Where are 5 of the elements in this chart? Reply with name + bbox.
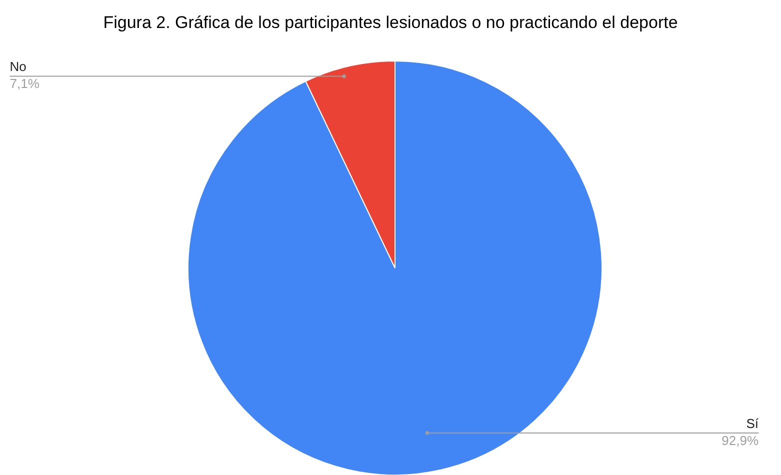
data-label: 92,9% bbox=[722, 432, 759, 448]
slice-label: Sí bbox=[746, 416, 759, 431]
slice-label: No bbox=[10, 59, 26, 74]
chart-title: Figura 2. Gráfica de los participantes lesionados o no practicando el deporte bbox=[103, 13, 678, 32]
data-label: 7,1% bbox=[10, 76, 40, 92]
